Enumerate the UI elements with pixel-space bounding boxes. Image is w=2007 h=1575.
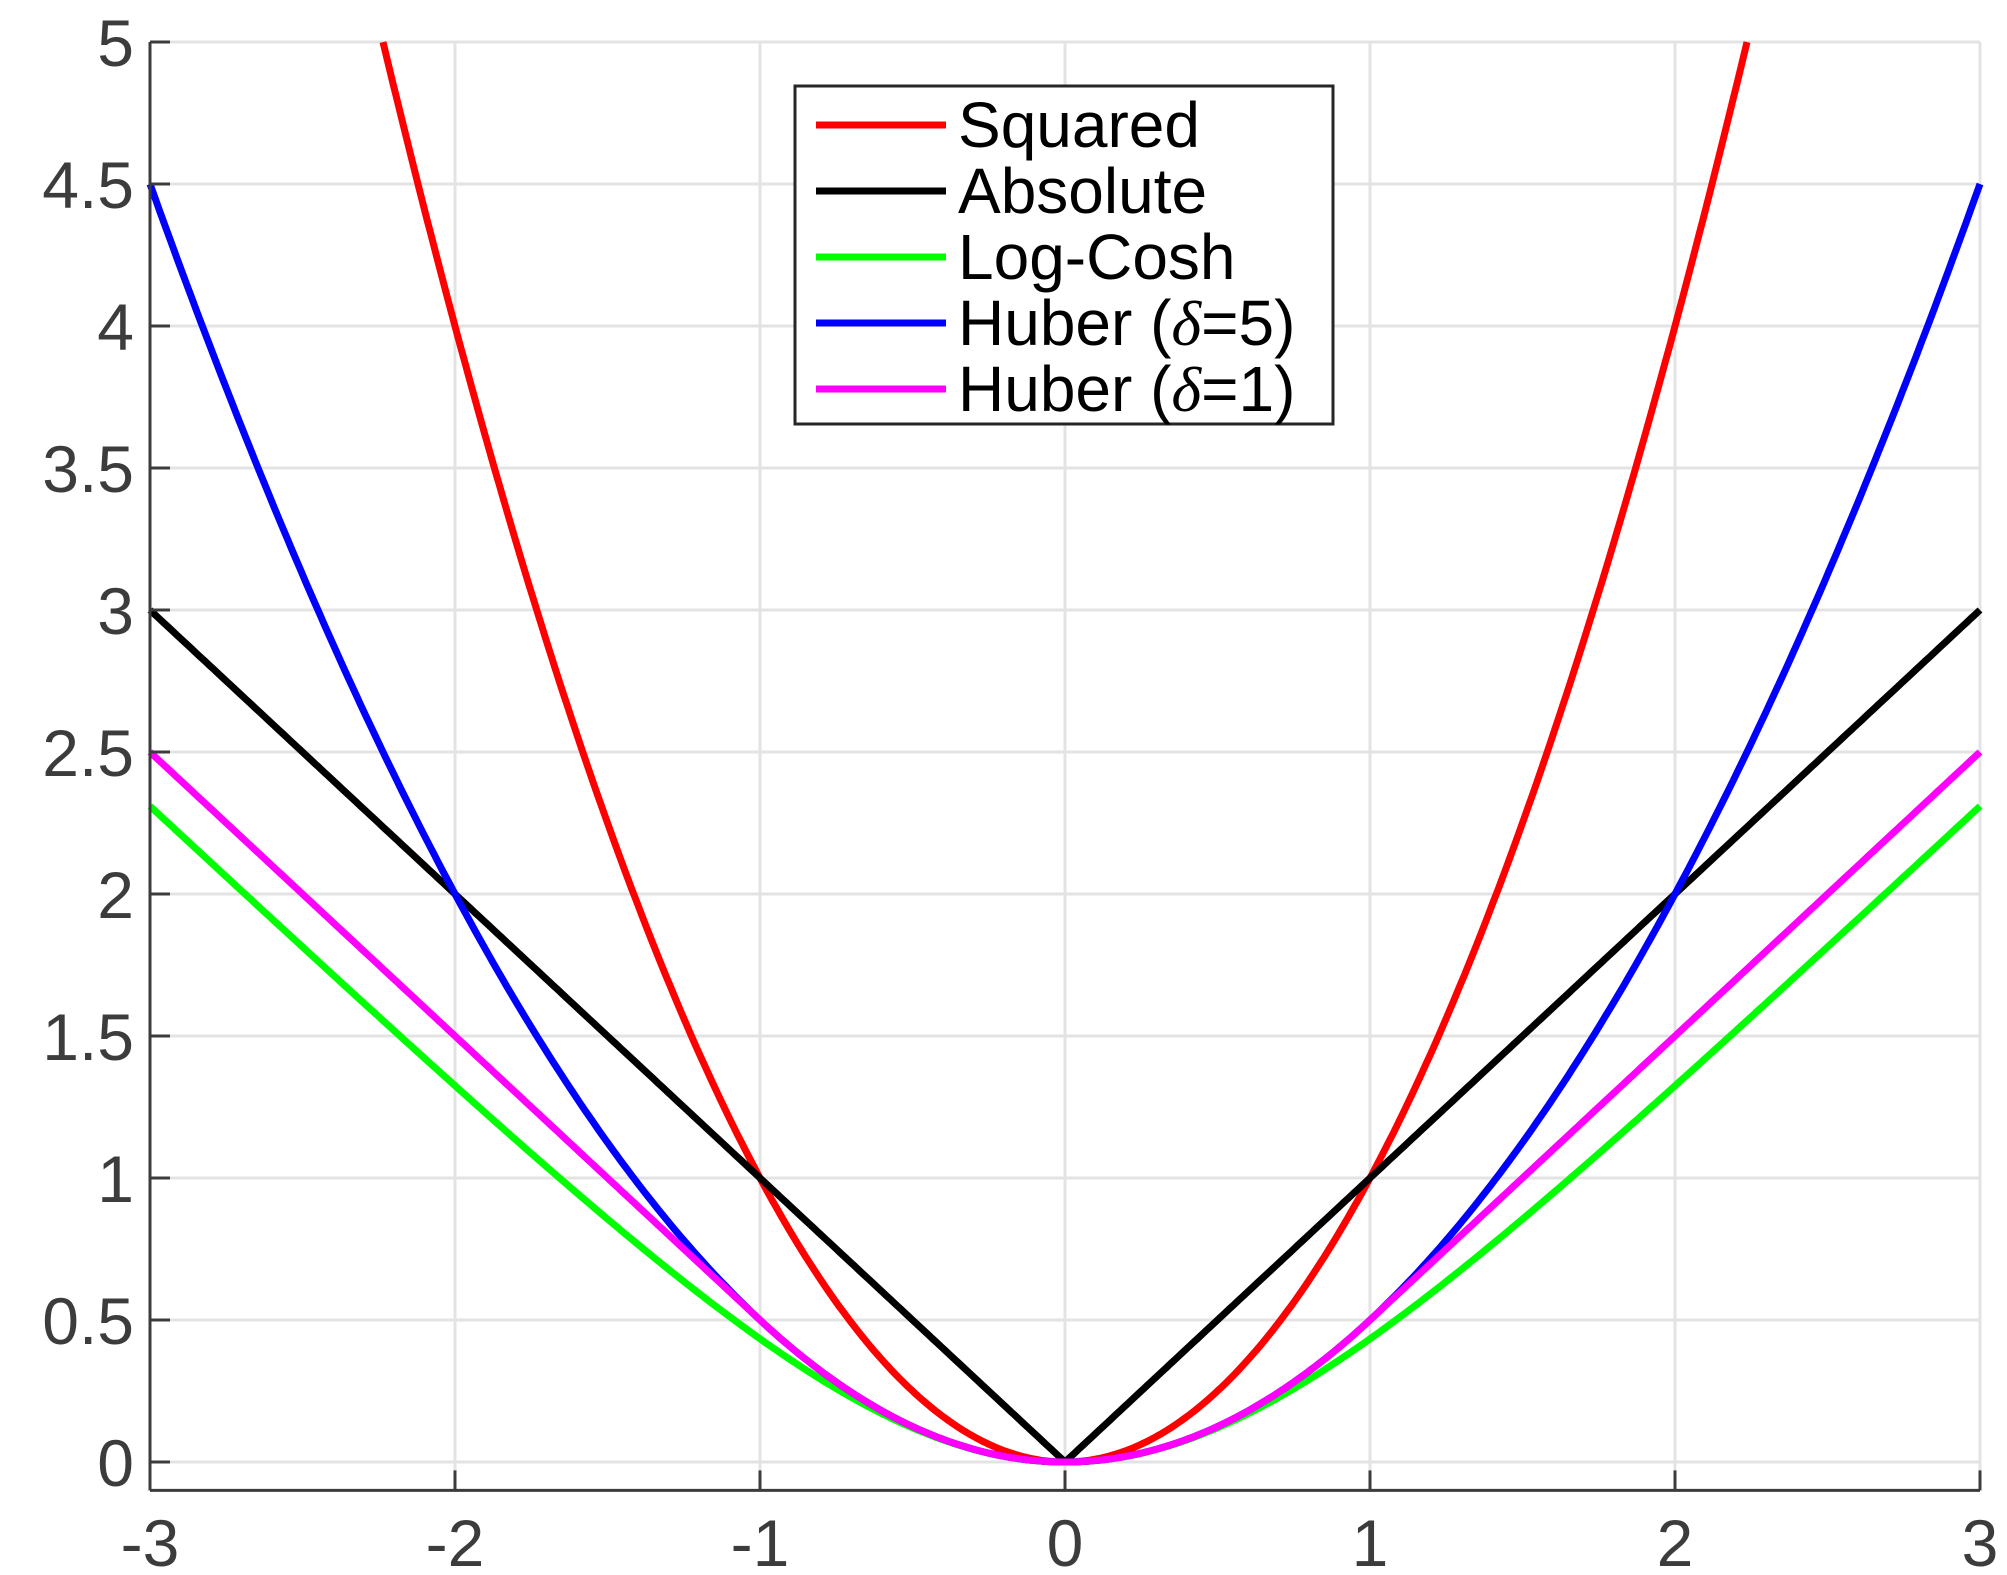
y-tick-label: 3.5 [42,432,134,506]
axes [148,40,1982,1492]
series-line-5 [147,749,1983,1466]
y-tick-label: 1 [97,1142,134,1216]
y-tick-label: 4.5 [42,148,134,222]
legend-label: Huber (δ=1) [958,353,1295,425]
y-tick-label: 0 [97,1426,134,1500]
y-tick-label: 2.5 [42,716,134,790]
x-tick-label: 2 [1657,1506,1694,1575]
x-tick-label: -2 [426,1506,485,1575]
legend-label: Squared [958,89,1200,161]
legend-label: Absolute [958,155,1207,227]
y-tick-label: 4 [97,290,134,364]
y-tick-label: 5 [97,6,134,80]
series-lines [146,41,1984,1466]
x-tick-label: 0 [1047,1506,1084,1575]
y-tick-label: 1.5 [42,1000,134,1074]
legend-label: Huber (δ=5) [958,287,1295,359]
x-tick-label: -1 [731,1506,790,1575]
y-tick-label: 0.5 [42,1284,134,1358]
legend-label: Log-Cosh [958,221,1236,293]
tick-labels: 0 0.5 1 1.5 2 2.5 3 3.5 4 4.5 5 -3 -2 -1 0 1 2 3 [42,6,1998,1575]
x-tick-label: 1 [1352,1506,1389,1575]
y-tick-label: 2 [97,858,134,932]
x-tick-label: 3 [1962,1506,1999,1575]
x-tick-label: -3 [121,1506,180,1575]
y-tick-label: 3 [97,574,134,648]
